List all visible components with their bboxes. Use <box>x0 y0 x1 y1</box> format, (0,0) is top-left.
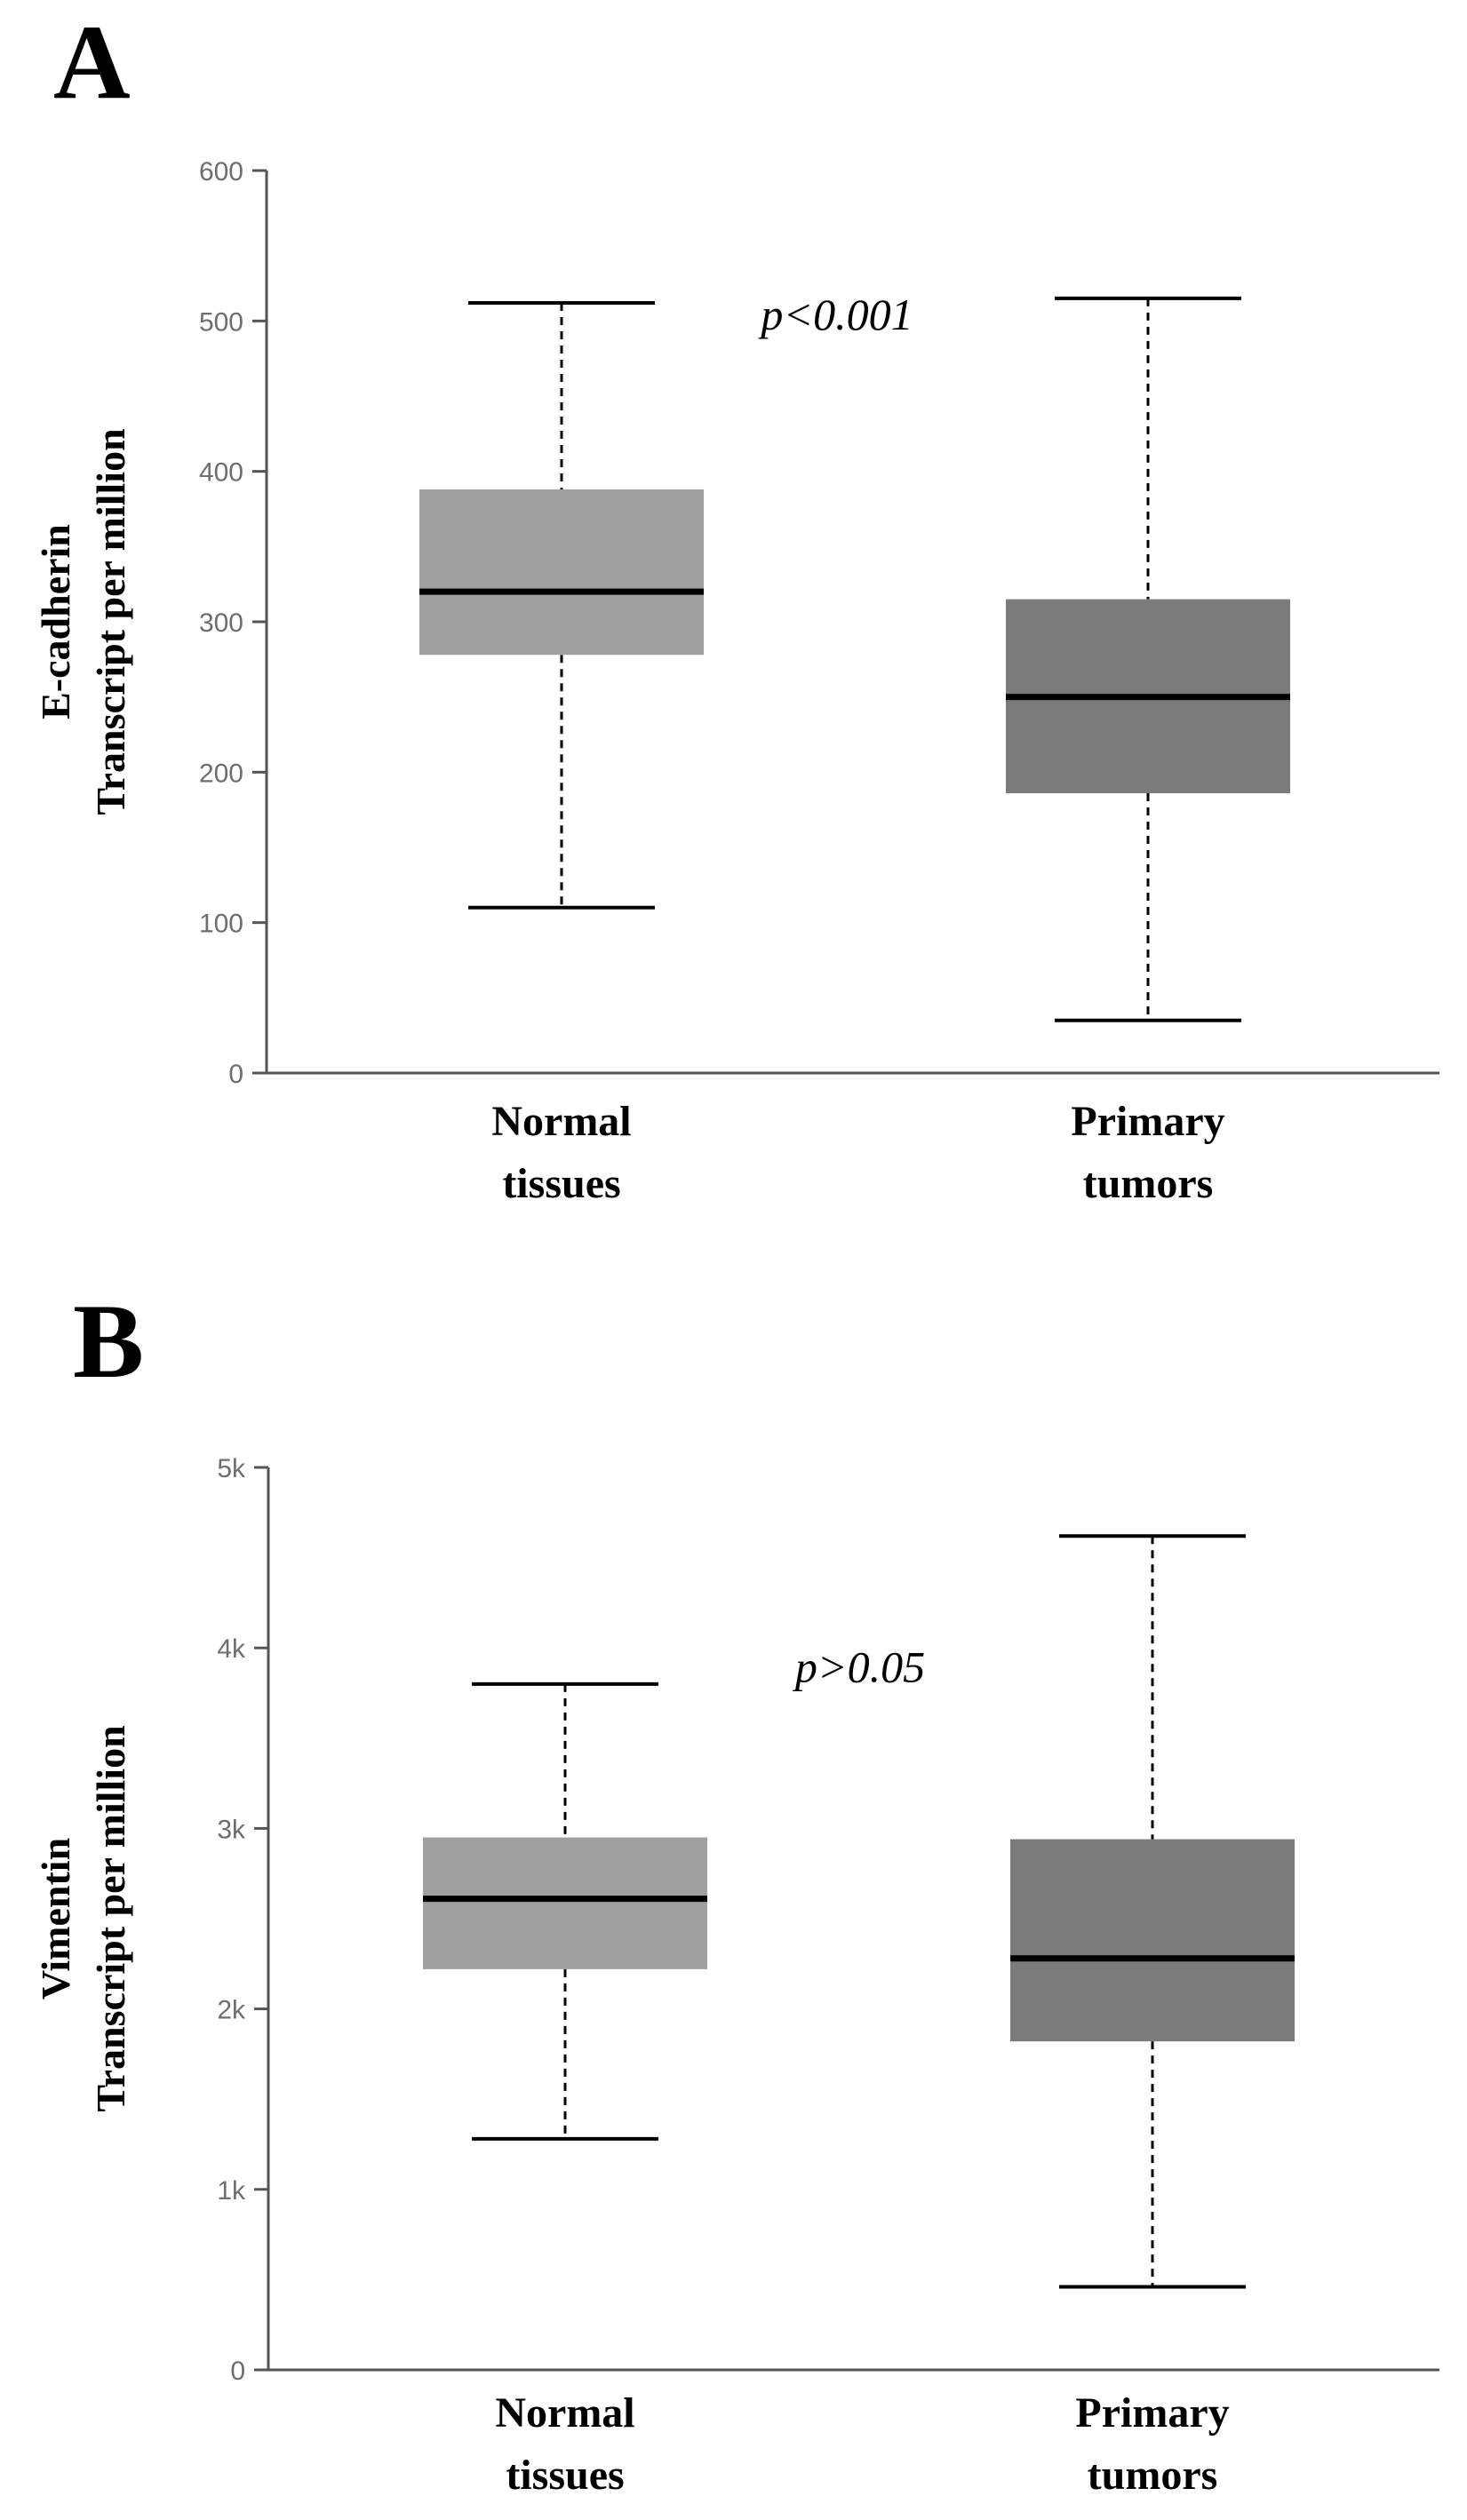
iqr-box <box>419 489 704 656</box>
x-category-label: Primary <box>1071 1098 1224 1145</box>
y-tick-label: 2k <box>217 1996 246 2025</box>
y-tick-label: 600 <box>199 157 243 187</box>
y-tick-label: 3k <box>217 1815 246 1844</box>
x-category-label: Normal <box>495 2389 634 2437</box>
y-tick-label: 500 <box>199 307 243 337</box>
y-tick-label: 0 <box>228 1060 243 1089</box>
y-tick-label: 5k <box>217 1454 246 1483</box>
iqr-box <box>1010 1839 1295 2042</box>
y-tick-label: 4k <box>217 1634 246 1664</box>
panel-b-letter: B <box>73 1282 144 1400</box>
y-tick-label: 0 <box>230 2357 245 2386</box>
y-tick-label: 400 <box>199 458 243 488</box>
x-category-label: Primary <box>1075 2389 1229 2437</box>
p-value-annotation: p<0.001 <box>758 290 913 339</box>
x-category-label: tumors <box>1088 2452 1218 2499</box>
panel-a-chart: A 0 100 200 300 400 500 600 E-cadherin Transcript… <box>33 3 1439 1207</box>
panel-a-letter: A <box>53 3 131 121</box>
y-tick-label: 300 <box>199 608 243 638</box>
x-category-label: tissues <box>502 1160 620 1207</box>
y-axis-title-unit: Transcript per million <box>88 428 133 815</box>
y-tick-label: 100 <box>199 910 243 939</box>
panel-b-chart: B 0 1k 2k 3k 4k 5k Vimentin Transcript per milli… <box>33 1282 1439 2499</box>
iqr-box <box>423 1837 707 1969</box>
y-axis-title-unit: Transcript per million <box>88 1725 133 2111</box>
y-axis-title-gene: E-cadherin <box>33 524 78 719</box>
x-category-label: tumors <box>1083 1160 1214 1207</box>
x-category-label: Normal <box>491 1098 631 1145</box>
y-axis-title-gene: Vimentin <box>33 1838 78 1999</box>
y-tick-label: 1k <box>217 2176 246 2206</box>
p-value-annotation: p>0.05 <box>793 1642 925 1692</box>
x-category-label: tissues <box>506 2452 624 2499</box>
y-tick-label: 200 <box>199 759 243 788</box>
